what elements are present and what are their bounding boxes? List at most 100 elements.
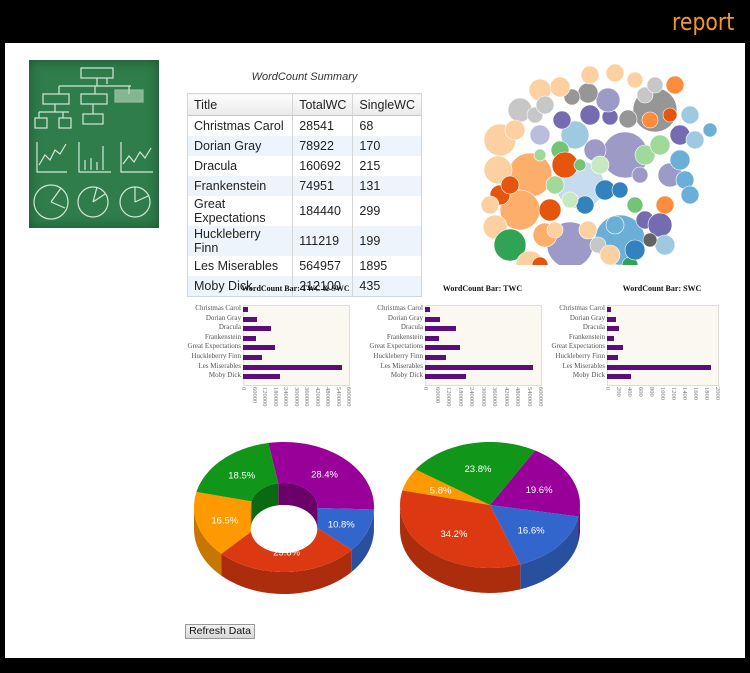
table-row: Dracula 160692 215	[187, 156, 422, 176]
bubble[interactable]	[641, 111, 659, 129]
bubble[interactable]	[631, 166, 649, 184]
x-axis-tick-label: 360000	[491, 386, 498, 407]
bubble[interactable]	[531, 256, 549, 265]
bar[interactable]	[243, 345, 276, 351]
pie-slice[interactable]	[268, 442, 374, 510]
pie-slice[interactable]	[490, 450, 580, 517]
bubble[interactable]	[535, 95, 555, 115]
pie-slice[interactable]	[309, 507, 374, 550]
bubble[interactable]	[573, 158, 587, 172]
bubble[interactable]	[546, 221, 564, 239]
bar[interactable]	[425, 335, 440, 341]
bubble[interactable]	[642, 232, 658, 248]
bubble[interactable]	[618, 109, 638, 129]
bar-category-label: Great Expectations	[369, 342, 423, 351]
bar[interactable]	[243, 355, 263, 360]
bar[interactable]	[425, 355, 447, 360]
bar-chart-title: WordCount Bar: TWC & SWC	[241, 284, 350, 293]
bar[interactable]	[607, 307, 611, 312]
bubble[interactable]	[595, 87, 621, 113]
cell-title: Dracula	[187, 156, 294, 176]
bar[interactable]	[425, 316, 441, 322]
bar[interactable]	[243, 374, 281, 380]
bar[interactable]	[243, 326, 272, 332]
bar[interactable]	[607, 335, 615, 341]
bubble[interactable]	[624, 239, 646, 261]
x-axis-tick-label: 1000	[659, 386, 666, 400]
cell-total: 160692	[292, 156, 354, 176]
bubble[interactable]	[504, 119, 526, 141]
donut-hole	[250, 504, 318, 554]
x-axis-tick-label: 0	[422, 386, 429, 391]
pie-slice[interactable]	[196, 442, 279, 502]
bar[interactable]	[243, 335, 257, 341]
pie-slice[interactable]	[490, 505, 579, 565]
bubble[interactable]	[529, 124, 551, 146]
bubble[interactable]	[702, 122, 718, 138]
bar[interactable]	[425, 345, 461, 351]
bubble[interactable]	[605, 63, 625, 83]
bar[interactable]	[243, 316, 257, 322]
cell-title: Les Miserables	[187, 256, 294, 276]
bubble[interactable]	[480, 195, 500, 215]
bar[interactable]	[607, 326, 619, 332]
pie-slice[interactable]	[400, 490, 521, 568]
bubble[interactable]	[662, 107, 678, 123]
bubble[interactable]	[493, 228, 527, 262]
bubble[interactable]	[649, 134, 671, 156]
bubble[interactable]	[590, 155, 610, 175]
bubble[interactable]	[646, 76, 664, 94]
bubble[interactable]	[611, 181, 629, 199]
bubble[interactable]	[680, 105, 700, 125]
bar[interactable]	[607, 345, 624, 351]
bar[interactable]	[425, 326, 456, 332]
bubble[interactable]	[552, 110, 572, 130]
bubble[interactable]	[605, 215, 625, 235]
donut-inner-wall	[251, 483, 279, 524]
cell-title: Dorian Gray	[187, 136, 294, 156]
pie-slice[interactable]	[194, 491, 261, 554]
bubble[interactable]	[538, 198, 562, 222]
bubble[interactable]	[561, 191, 579, 209]
bubble[interactable]	[599, 244, 621, 265]
bar[interactable]	[425, 364, 534, 370]
bubble[interactable]	[626, 196, 644, 214]
bar[interactable]	[607, 364, 712, 370]
x-axis-tick-label: 240000	[468, 386, 475, 407]
column-header-totalwc[interactable]: TotalWC	[292, 93, 354, 116]
bar[interactable]	[425, 374, 466, 380]
pie-slice[interactable]	[402, 469, 490, 505]
bubble[interactable]	[560, 120, 590, 150]
column-header-title[interactable]: Title	[187, 93, 294, 116]
bubble[interactable]	[577, 82, 599, 104]
bubble[interactable]	[545, 175, 565, 195]
bubble[interactable]	[680, 185, 700, 205]
bubble[interactable]	[636, 86, 654, 104]
bubble[interactable]	[580, 65, 600, 85]
bubble[interactable]	[500, 175, 520, 195]
refresh-data-button[interactable]: Refresh Data	[185, 624, 255, 639]
bar-category-label: Les Miserables	[380, 361, 423, 370]
bubble[interactable]	[578, 220, 598, 240]
bubble[interactable]	[665, 75, 685, 95]
column-header-singlewc[interactable]: SingleWC	[352, 93, 422, 116]
bubble[interactable]	[655, 195, 675, 215]
bubble[interactable]	[669, 149, 691, 171]
bar[interactable]	[607, 355, 618, 360]
bubble[interactable]	[533, 148, 547, 162]
bar[interactable]	[607, 374, 631, 380]
bubble[interactable]	[549, 76, 571, 98]
bubble[interactable]	[579, 104, 601, 126]
x-axis-tick-label: 1800	[703, 386, 710, 400]
bubble[interactable]	[685, 130, 705, 150]
bubble[interactable]	[626, 71, 644, 89]
bubble[interactable]	[634, 144, 656, 166]
pie-slice[interactable]	[415, 442, 535, 505]
bar[interactable]	[243, 307, 248, 312]
bar[interactable]	[607, 316, 617, 322]
bar[interactable]	[243, 364, 342, 370]
bubble[interactable]	[654, 234, 676, 256]
bar[interactable]	[425, 307, 431, 312]
bar-category-label: Christmas Carol	[195, 304, 241, 312]
bubble[interactable]	[575, 195, 595, 215]
